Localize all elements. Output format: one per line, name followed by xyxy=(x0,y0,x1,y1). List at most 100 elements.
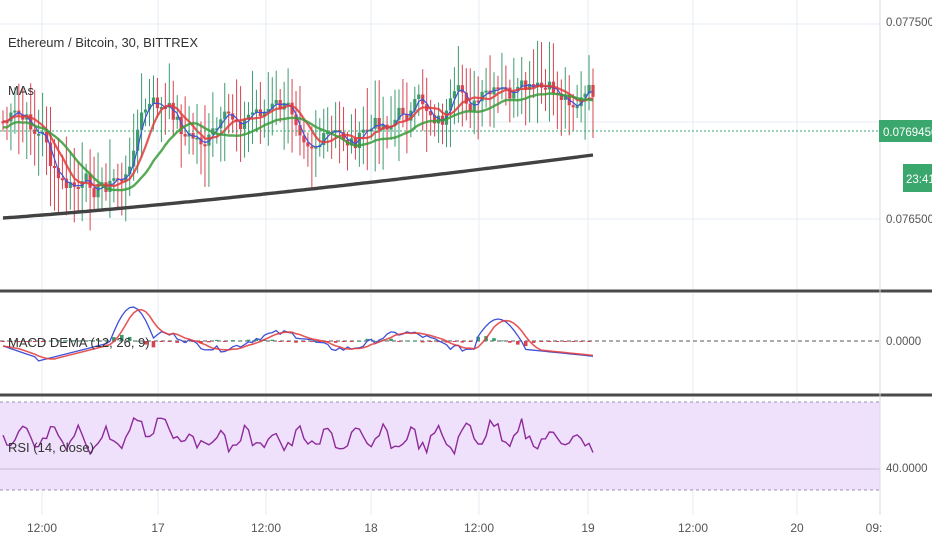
macd-histogram-bar xyxy=(547,341,552,342)
rsi-axis-label: 40.0000 xyxy=(886,463,928,475)
ma-slow-line xyxy=(3,92,594,192)
time-tick-label: 12:00 xyxy=(251,521,281,535)
macd-histogram-bar xyxy=(294,341,298,343)
candle-body xyxy=(286,102,290,105)
macd-histogram-bar xyxy=(222,341,227,342)
macd-histogram-bar xyxy=(191,341,195,342)
candle-body xyxy=(203,144,207,147)
macd-histogram-bar xyxy=(207,341,211,343)
candle-body xyxy=(591,84,595,97)
candle-body xyxy=(563,95,567,100)
candle-body xyxy=(460,85,464,93)
candle-body xyxy=(559,93,563,100)
macd-histogram-bar xyxy=(579,341,583,342)
candle-body xyxy=(76,186,80,189)
candle-body xyxy=(365,129,369,132)
candle-body xyxy=(583,93,587,98)
macd-label[interactable]: MACD DEMA (12, 26, 9) xyxy=(8,335,150,350)
candle-body xyxy=(262,111,266,117)
candle-body xyxy=(37,133,41,136)
candle-body xyxy=(112,178,116,181)
candle-body xyxy=(302,135,306,143)
candle-body xyxy=(524,80,528,90)
symbol-title[interactable]: Ethereum / Bitcoin, 30, BITTREX xyxy=(8,35,198,50)
candle-body xyxy=(508,87,512,99)
candle-body xyxy=(282,103,286,110)
candle-body xyxy=(242,119,247,130)
macd-histogram-bar xyxy=(413,340,417,342)
macd-histogram-bar xyxy=(254,339,259,341)
macd-histogram-bar xyxy=(230,340,235,342)
candle-body xyxy=(270,103,274,109)
macd-histogram-bar xyxy=(333,341,338,343)
countdown-tag xyxy=(903,164,932,192)
candle-body xyxy=(310,146,314,149)
time-tick-label: 19 xyxy=(581,521,595,535)
macd-histogram-bar xyxy=(246,339,251,341)
macd-histogram-bar xyxy=(48,340,53,342)
macd-histogram-bar xyxy=(112,337,116,341)
macd-histogram-bar xyxy=(571,341,576,342)
macd-histogram-bar xyxy=(452,341,457,342)
candle-body xyxy=(238,121,243,130)
price-candles[interactable] xyxy=(1,40,595,231)
candle-body xyxy=(405,114,409,121)
macd-histogram-bar xyxy=(420,341,425,343)
macd-histogram-bar xyxy=(357,340,362,342)
macd-histogram-bar xyxy=(175,341,180,343)
rsi-label[interactable]: RSI (14, close) xyxy=(8,440,94,455)
candle-body xyxy=(84,173,88,182)
macd-histogram-bar xyxy=(9,341,13,342)
macd-histogram-bar xyxy=(32,341,37,343)
candle-body xyxy=(136,129,140,151)
candle-body xyxy=(496,87,500,90)
candle-body xyxy=(401,107,405,115)
ma-long-line xyxy=(2,153,594,220)
rsi-pane[interactable] xyxy=(0,401,880,491)
macd-histogram-bar xyxy=(587,341,591,342)
candle-body xyxy=(96,184,100,198)
ma-fast-line xyxy=(3,83,594,191)
macd-pane[interactable] xyxy=(0,306,880,362)
candle-body xyxy=(290,102,294,115)
candle-body xyxy=(52,166,57,169)
candle-body xyxy=(9,112,13,122)
macd-histogram-bar xyxy=(167,341,172,342)
candle-body xyxy=(68,182,72,188)
macd-histogram-bar xyxy=(492,338,496,341)
candle-body xyxy=(512,91,516,99)
candle-body xyxy=(397,107,401,120)
macd-histogram-bar xyxy=(389,338,393,341)
time-tick-label: 09: xyxy=(866,521,883,535)
macd-histogram-bar xyxy=(405,340,409,342)
candle-body xyxy=(266,108,270,112)
candle-body xyxy=(147,103,152,110)
macd-histogram-bar xyxy=(460,341,465,343)
macd-histogram-bar xyxy=(349,341,354,342)
candle-body xyxy=(246,114,251,120)
macd-histogram-bar xyxy=(500,340,504,342)
candle-body xyxy=(179,116,183,135)
time-tick-label: 12:00 xyxy=(464,521,494,535)
macd-histogram-bar xyxy=(476,336,480,341)
countdown-label: 23:41 xyxy=(906,174,932,186)
time-axis: 12:00 17 12:00 18 12:00 19 12:00 20 09: xyxy=(27,521,882,535)
ma-label[interactable]: MAs xyxy=(8,83,35,98)
candle-body xyxy=(219,119,223,129)
macd-histogram-bar xyxy=(278,341,282,342)
macd-histogram-bar xyxy=(428,341,433,342)
candle-body xyxy=(195,137,199,140)
macd-histogram-bar xyxy=(531,341,536,343)
candle-body xyxy=(464,92,468,104)
macd-signal-line xyxy=(2,308,594,360)
candle-body xyxy=(294,114,298,126)
candle-body xyxy=(183,134,187,137)
time-tick-label: 20 xyxy=(790,521,804,535)
macd-histogram-bar xyxy=(17,341,21,343)
macd-histogram-bar xyxy=(135,340,140,342)
candle-body xyxy=(13,110,17,113)
macd-histogram-bar xyxy=(56,340,61,342)
macd-line xyxy=(2,306,594,362)
